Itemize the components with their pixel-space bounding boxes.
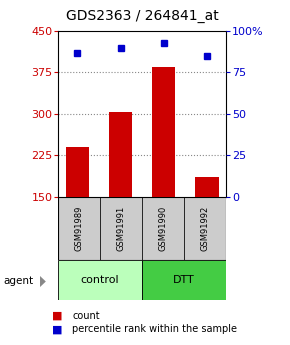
Bar	[58, 260, 142, 300]
Bar	[109, 112, 133, 197]
Text: ■: ■	[52, 325, 63, 334]
Bar	[195, 177, 219, 197]
Bar	[152, 67, 175, 197]
Text: percentile rank within the sample: percentile rank within the sample	[72, 325, 238, 334]
Polygon shape	[40, 276, 46, 287]
Bar	[100, 197, 142, 260]
Text: count: count	[72, 311, 100, 321]
Text: agent: agent	[3, 276, 33, 286]
Bar	[66, 147, 89, 197]
Text: GSM91991: GSM91991	[117, 206, 126, 251]
Bar	[58, 197, 100, 260]
Text: GSM91992: GSM91992	[201, 206, 210, 251]
Text: GDS2363 / 264841_at: GDS2363 / 264841_at	[66, 9, 218, 22]
Text: DTT: DTT	[173, 275, 195, 285]
Text: ■: ■	[52, 311, 63, 321]
Bar	[184, 197, 226, 260]
Bar	[142, 197, 184, 260]
Bar	[142, 260, 226, 300]
Text: GSM91990: GSM91990	[159, 206, 168, 251]
Text: control: control	[81, 275, 119, 285]
Text: GSM91989: GSM91989	[75, 206, 84, 251]
